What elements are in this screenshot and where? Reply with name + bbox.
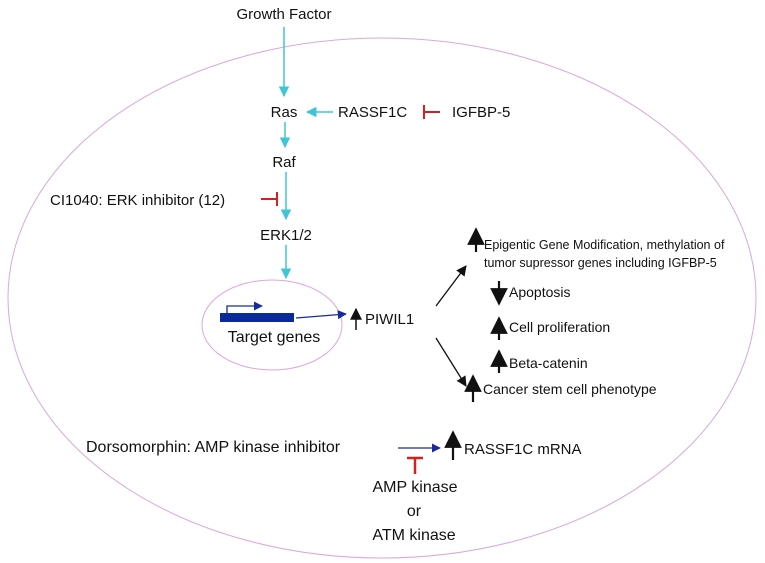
inhibition-dorsomorphin-amp-kinase [407, 456, 423, 474]
epigenetic-label-line2: tumor supressor genes including IGFBP-5 [484, 256, 717, 270]
beta-catenin-label: Beta-catenin [509, 355, 588, 371]
atm-kinase-label: ATM kinase [372, 527, 455, 544]
amp-kinase-label: AMP kinase [372, 479, 457, 496]
piwil1-label: PIWIL1 [365, 311, 414, 328]
arrow-piwil1-to-cancer-stem [435, 337, 467, 387]
igfbp5-label: IGFBP-5 [452, 104, 510, 121]
raf-label: Raf [272, 154, 296, 171]
transcription-start-arrow [226, 301, 263, 313]
cell-proliferation-label: Cell proliferation [509, 319, 610, 335]
growth-factor-label: Growth Factor [236, 6, 331, 23]
epigenetic-label-line1: Epigentic Gene Modification, methylation… [484, 238, 725, 252]
rassf1c-mrna-label: RASSF1C mRNA [464, 441, 582, 458]
arrow-target-genes-to-piwil1 [295, 310, 347, 320]
target-gene-box [220, 313, 294, 322]
arrow-piwil1-to-epigenetic [435, 265, 467, 307]
or-label: or [407, 503, 422, 520]
dorsomorphin-label: Dorsomorphin: AMP kinase inhibitor [86, 439, 341, 456]
erk-label: ERK1/2 [260, 227, 312, 244]
ras-label: Ras [271, 104, 298, 121]
nucleus [201, 279, 343, 371]
inhibition-ci1040-erk [261, 192, 278, 206]
cancer-stem-label: Cancer stem cell phenotype [483, 381, 657, 397]
target-genes-label: Target genes [228, 329, 321, 346]
inhibition-igfbp5-rassf1c [423, 105, 440, 119]
rassf1c-label: RASSF1C [338, 104, 407, 121]
ci1040-label: CI1040: ERK inhibitor (12) [50, 192, 225, 209]
apoptosis-label: Apoptosis [509, 284, 570, 300]
cell-membrane [7, 37, 757, 559]
